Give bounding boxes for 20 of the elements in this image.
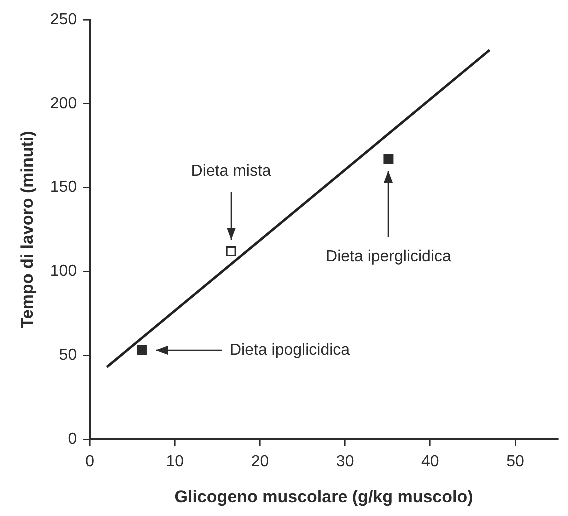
x-tick-label: 10	[166, 453, 184, 470]
y-tick-label: 100	[50, 263, 78, 280]
annotation: Dieta iperglicidica	[326, 248, 452, 266]
x-tick-label: 20	[251, 453, 270, 470]
x-axis-title: Glicogeno muscolare (g/kg muscolo)	[174, 487, 474, 506]
annotation: Dieta mista	[191, 162, 272, 180]
y-tick-label: 250	[50, 11, 78, 28]
y-tick-label: 0	[68, 430, 78, 448]
x-tick-label: 30	[336, 453, 354, 470]
annotation: Dieta ipoglicidica	[230, 342, 350, 359]
x-tick-label: 50	[506, 453, 524, 470]
y-axis-title: Tempo di lavoro (minuti)	[18, 131, 37, 328]
y-tick-label: 200	[50, 95, 78, 112]
point	[137, 345, 147, 356]
x-tick-label: 40	[421, 453, 440, 470]
x-tick-label: 0	[86, 453, 95, 470]
point	[226, 246, 236, 256]
y-tick-label: 50	[59, 346, 78, 364]
y-tick-label: 150	[50, 179, 78, 196]
point	[384, 154, 394, 164]
